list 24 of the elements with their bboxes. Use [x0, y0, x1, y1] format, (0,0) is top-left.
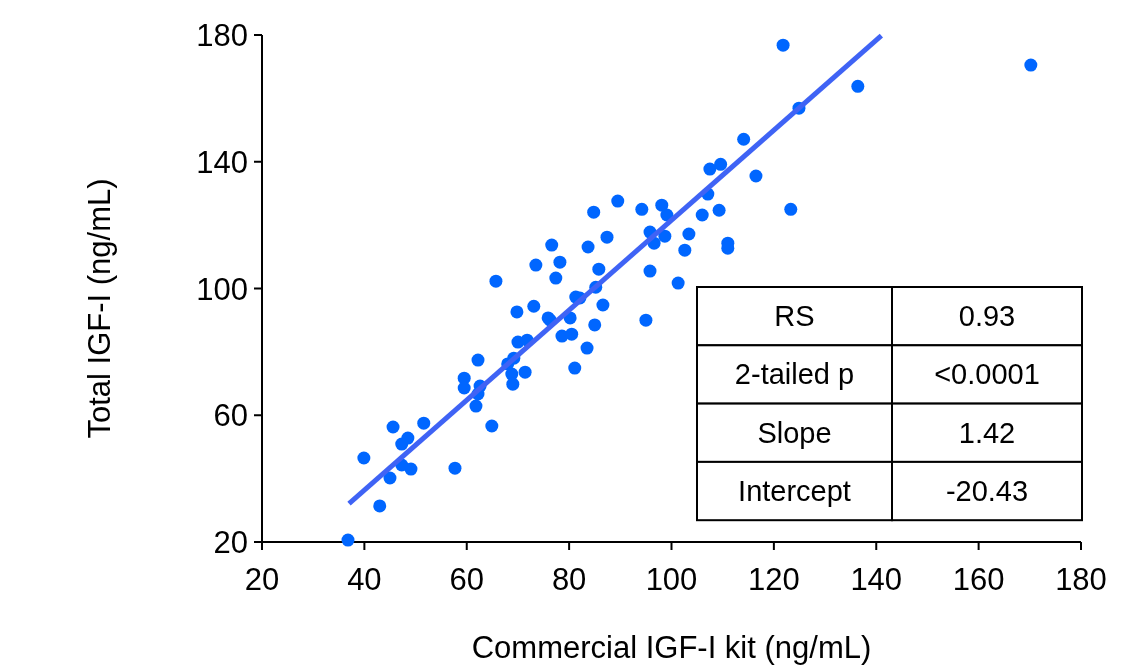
x-tick-label: 20 [244, 562, 280, 597]
y-axis-title: Total IGF-I (ng/mL) [82, 178, 117, 439]
x-tick-label: 120 [748, 562, 800, 597]
annotation: Intercept [738, 474, 851, 507]
x-axis-title: Commercial IGF-I kit (ng/mL) [471, 630, 872, 665]
x-tick-label: 160 [952, 562, 1005, 597]
x-tick-label: 180 [1055, 562, 1107, 597]
x-tick-label: 140 [850, 562, 903, 597]
y-tick-label: 100 [196, 271, 248, 307]
annotation: 2-tailed p [734, 358, 855, 391]
y-tick-label: 140 [196, 144, 248, 180]
y-tick-label: 60 [213, 398, 248, 434]
x-tick-label: 60 [449, 562, 484, 597]
annotation: Slope [757, 416, 832, 449]
x-tick-label: 100 [645, 562, 698, 597]
annotation: RS [774, 300, 815, 332]
y-tick-label: 180 [196, 18, 248, 53]
x-tick-label: 80 [551, 562, 587, 597]
annotation: <0.0001 [934, 358, 1040, 391]
y-tick-label: 20 [213, 525, 248, 560]
annotation: 1.42 [958, 416, 1016, 449]
annotation: 0.93 [958, 300, 1016, 332]
x-tick-label: 40 [347, 562, 382, 597]
annotation: -20.43 [945, 474, 1029, 507]
